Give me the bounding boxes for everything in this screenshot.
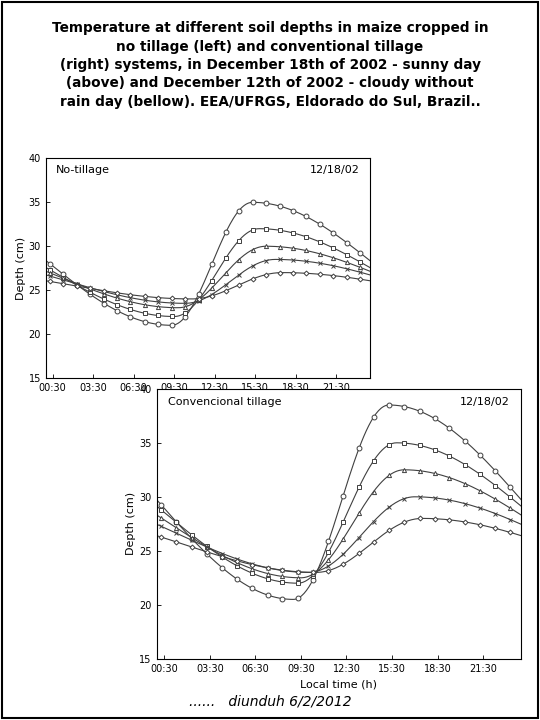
Text: 12/18/02: 12/18/02 xyxy=(460,397,510,407)
Text: Convencional tillage: Convencional tillage xyxy=(167,397,281,407)
Text: ......   diunduh 6/2/2012: ...... diunduh 6/2/2012 xyxy=(188,694,352,708)
Y-axis label: Depth (cm): Depth (cm) xyxy=(16,237,26,300)
Text: Temperature at different soil depths in maize cropped in
no tillage (left) and c: Temperature at different soil depths in … xyxy=(52,21,488,109)
X-axis label: Local time (h): Local time (h) xyxy=(170,398,246,408)
Text: No-tillage: No-tillage xyxy=(56,165,110,175)
Text: 12/18/02: 12/18/02 xyxy=(310,165,360,175)
X-axis label: Local time (h): Local time (h) xyxy=(300,679,377,689)
Y-axis label: Depth (cm): Depth (cm) xyxy=(126,492,137,555)
